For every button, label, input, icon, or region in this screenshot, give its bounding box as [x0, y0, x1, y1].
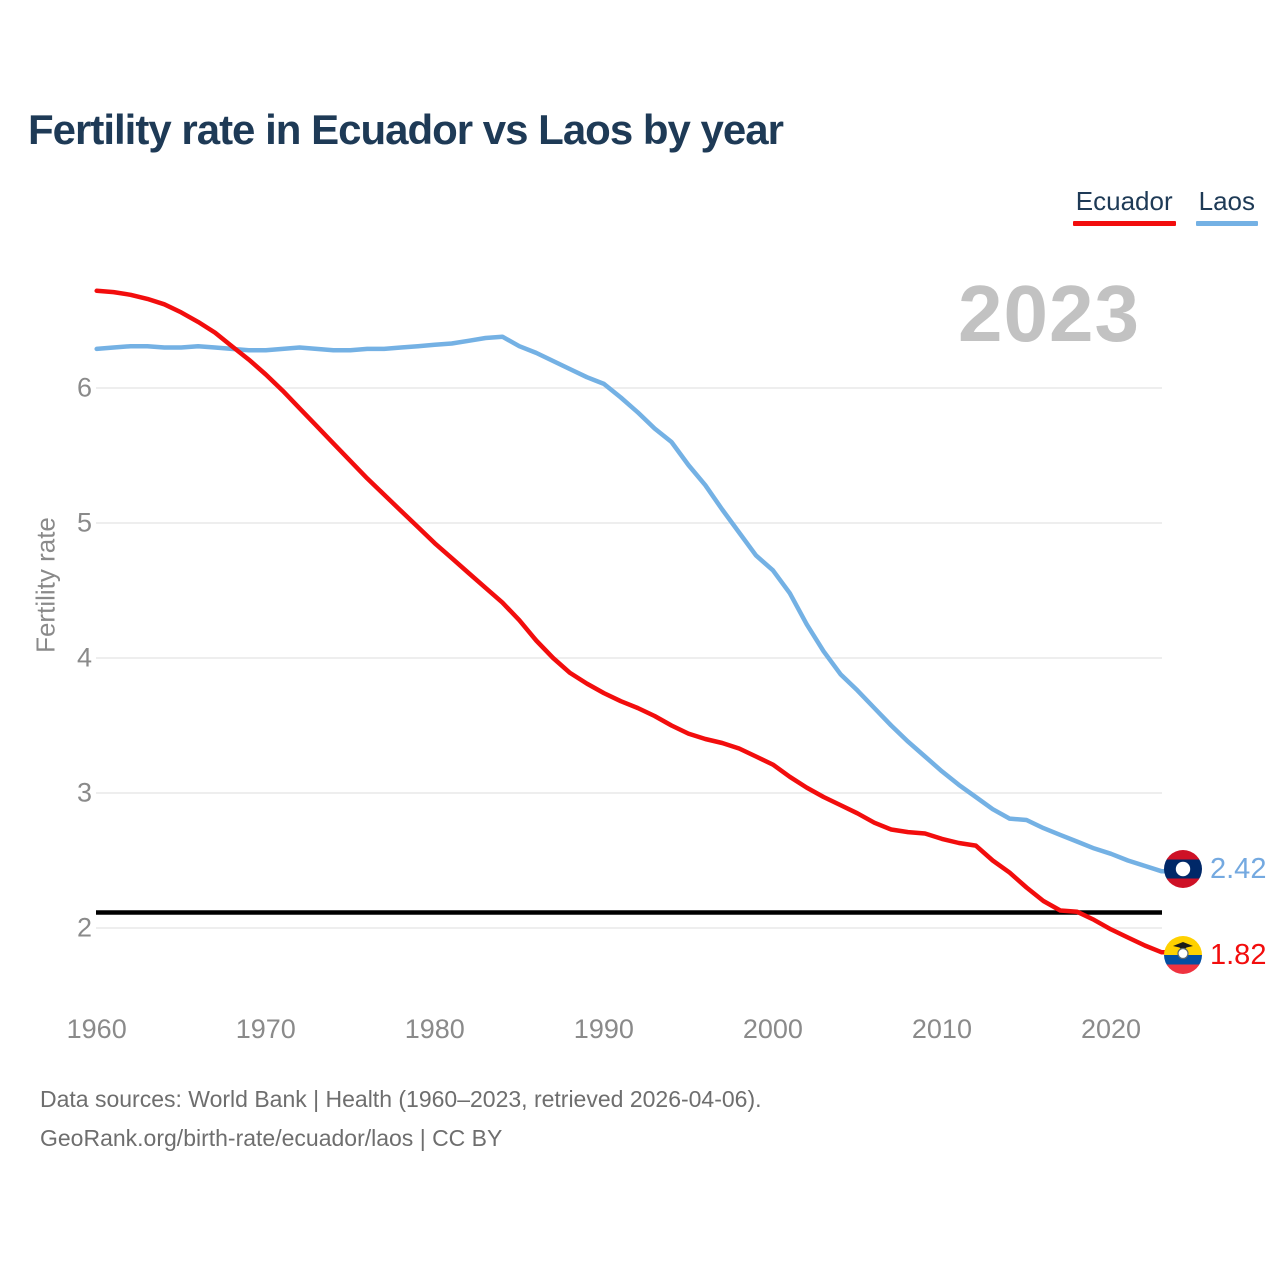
y-tick-label: 6 [76, 372, 92, 403]
ecuador-value-label: 1.82 [1210, 938, 1267, 971]
x-tick-label: 2000 [742, 1014, 803, 1044]
y-tick-label: 4 [76, 642, 92, 673]
x-tick-label: 2010 [911, 1014, 972, 1044]
series-line-laos [94, 334, 1171, 874]
x-tick-label: 1990 [573, 1014, 634, 1044]
attribution-footer: Data sources: World Bank | Health (1960–… [40, 1080, 762, 1158]
data-sources-line: Data sources: World Bank | Health (1960–… [40, 1086, 762, 1112]
source-url-line: GeoRank.org/birth-rate/ecuador/laos | CC… [40, 1125, 503, 1151]
laos-value-label: 2.42 [1210, 852, 1267, 885]
x-tick-label: 1980 [404, 1014, 465, 1044]
y-tick-label: 5 [76, 507, 92, 538]
page-title: Fertility rate in Ecuador vs Laos by yea… [28, 106, 784, 153]
series-line-ecuador [94, 288, 1171, 955]
year-watermark: 2023 [958, 269, 1140, 358]
y-tick-label: 3 [76, 777, 92, 808]
laos-end-label: 2.42 [1164, 850, 1266, 888]
ecuador-end-label: 1.82 [1164, 936, 1266, 974]
legend-label-ecuador: Ecuador [1075, 186, 1173, 216]
ecuador-flag-icon [1164, 936, 1202, 974]
legend-label-laos: Laos [1198, 186, 1255, 216]
x-tick-label: 1960 [66, 1014, 127, 1044]
legend-underline-ecuador [1072, 221, 1176, 226]
legend: Ecuador Laos [1072, 186, 1258, 226]
legend-underline-laos [1195, 221, 1258, 226]
y-tick-label: 2 [76, 912, 92, 943]
legend-item-ecuador[interactable]: Ecuador [1072, 186, 1176, 226]
x-tick-label: 2020 [1080, 1014, 1142, 1044]
x-tick-label: 1970 [235, 1014, 296, 1044]
laos-flag-icon [1164, 850, 1202, 888]
legend-item-laos[interactable]: Laos [1195, 186, 1258, 226]
